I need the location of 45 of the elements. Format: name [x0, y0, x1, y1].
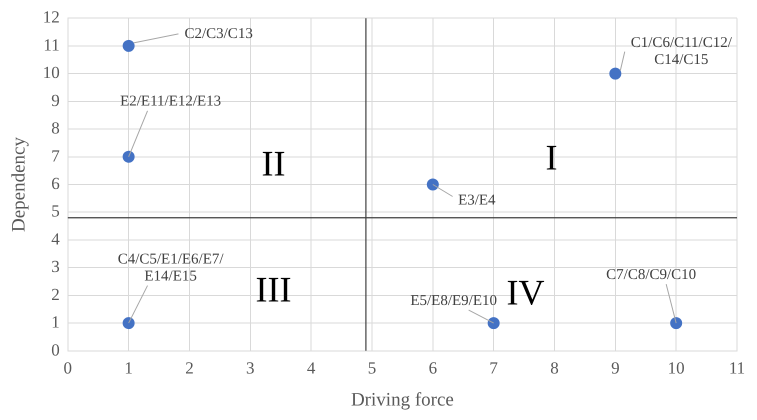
y-tick-label: 12 — [42, 8, 60, 27]
y-tick-label: 0 — [51, 340, 60, 360]
annotation: E3/E4 — [458, 192, 496, 208]
y-tick-label: 4 — [51, 229, 60, 248]
x-tick-label: 10 — [668, 358, 685, 378]
x-axis-title: Driving force — [350, 390, 454, 411]
point — [122, 40, 135, 52]
point — [122, 317, 135, 330]
point — [426, 178, 439, 190]
annotation: C1/C6/C11/C12/C14/C15 — [630, 35, 733, 68]
y-tick-label: 10 — [42, 63, 60, 82]
y-tick-label: 1 — [51, 312, 60, 332]
point — [488, 317, 500, 330]
annotation: C4/C5/E1/E6/E7/E14/E15 — [118, 252, 224, 285]
x-tick-label: 7 — [489, 358, 498, 378]
x-tick-label: 0 — [64, 358, 72, 378]
y-tick-label: 2 — [51, 284, 60, 304]
annotation: III — [256, 270, 292, 310]
annotation: C2/C3/C13 — [184, 26, 253, 42]
x-tick-label: 6 — [428, 358, 438, 378]
point — [122, 150, 135, 163]
annotation: I — [545, 137, 558, 178]
point — [609, 68, 622, 80]
annotation: C7/C8/C9/C10 — [606, 267, 696, 284]
x-tick-label: 5 — [368, 358, 376, 378]
x-tick-label: 11 — [728, 358, 746, 378]
x-tick-label: 8 — [550, 358, 559, 378]
x-tick-label: 4 — [306, 358, 316, 378]
y-tick-label: 11 — [43, 35, 60, 54]
y-tick-label: 8 — [51, 118, 60, 138]
point — [670, 317, 682, 330]
y-tick-label: 9 — [51, 90, 60, 110]
x-tick-label: 3 — [246, 358, 255, 378]
x-tick-label: 9 — [611, 358, 620, 378]
annotation: E5/E8/E9/E10 — [410, 293, 497, 310]
y-tick-label: 3 — [51, 257, 60, 276]
x-tick-label: 1 — [124, 358, 133, 378]
annotation: E2/E11/E12/E13 — [120, 94, 222, 110]
annotation: IV — [506, 272, 544, 312]
x-tick-label: 2 — [185, 358, 194, 378]
y-tick-label: 6 — [51, 174, 60, 193]
y-tick-label: 5 — [51, 202, 60, 221]
y-tick-label: 7 — [51, 146, 60, 166]
annotation: II — [261, 143, 286, 184]
y-axis-title: Dependency — [8, 136, 30, 232]
